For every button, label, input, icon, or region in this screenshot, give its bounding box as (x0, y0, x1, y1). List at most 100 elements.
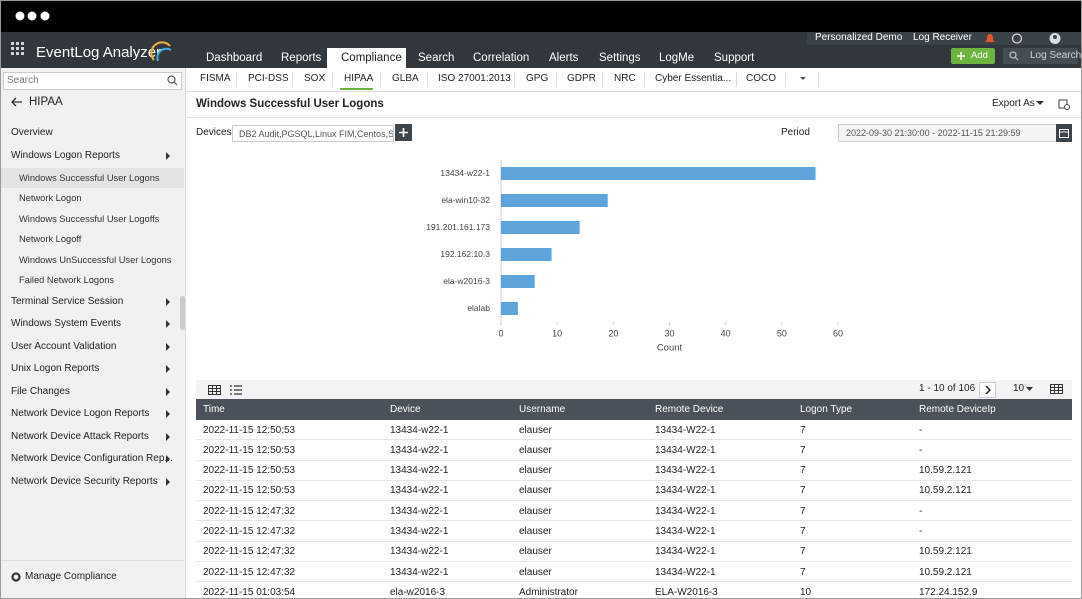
sidebar-title: HIPAA (29, 96, 63, 108)
table-cell: 13434-W22-1 (655, 526, 716, 537)
compliance-tab[interactable]: NRC (614, 73, 636, 84)
table-cell: elauser (519, 546, 552, 558)
next-page-button[interactable] (979, 382, 996, 398)
column-header[interactable]: Time (203, 403, 225, 415)
compliance-tab[interactable]: GLBA (392, 73, 419, 84)
add-button[interactable]: Add (951, 48, 995, 64)
gear-icon-part (11, 572, 21, 582)
table-cell: - (919, 424, 923, 436)
search-icon-part (167, 75, 176, 84)
menu-item[interactable]: Network Device Security Reports (11, 475, 158, 487)
table-cell: 13434-w22-1 (390, 566, 449, 578)
menu-item[interactable]: File Changes (11, 385, 70, 397)
compliance-tab[interactable]: ISO 27001:2013 (438, 73, 511, 84)
calendar-button[interactable] (1056, 124, 1072, 142)
nav-tab[interactable]: Reports (281, 52, 322, 64)
nav-tab[interactable]: LogMe (659, 52, 695, 64)
apps-icon[interactable] (11, 42, 25, 56)
nav-tab[interactable]: Correlation (473, 52, 530, 64)
column-header[interactable]: Username (519, 403, 566, 415)
submenu-item[interactable]: Windows UnSuccessful User Logons (19, 254, 172, 265)
nav-tab[interactable]: Compliance (341, 52, 402, 64)
gear-icon[interactable] (11, 572, 21, 582)
user-link[interactable]: Personalized Demo (815, 32, 903, 43)
column-chooser[interactable] (1050, 384, 1063, 395)
compliance-tab[interactable]: Cyber Essentia... (655, 73, 732, 84)
submenu-item[interactable]: Failed Network Logons (19, 275, 115, 285)
table-cell: - (919, 444, 923, 456)
export-button[interactable]: Export As (992, 98, 1035, 109)
submenu-item[interactable]: Windows Successful User Logoffs (19, 213, 160, 224)
tab-more[interactable] (798, 75, 808, 83)
back-arrow[interactable] (11, 97, 23, 107)
list-view-button[interactable] (230, 385, 242, 395)
nav-tab[interactable]: Support (714, 52, 755, 64)
column-header[interactable]: Remote Device (655, 403, 724, 415)
menu-item[interactable]: Overview (11, 127, 53, 138)
table-row (196, 562, 1072, 583)
help-icon[interactable] (1012, 33, 1024, 44)
column-header[interactable]: Remote DeviceIp (919, 403, 996, 415)
sidebar-footer-line (0, 560, 184, 561)
table-cell: 13434-W22-1 (655, 485, 716, 497)
menu-item[interactable]: Windows System Events (11, 318, 122, 330)
list-view-button-part (230, 385, 242, 395)
user-icon[interactable] (1048, 32, 1062, 45)
menu-item[interactable]: Network Device Attack Reports (11, 430, 149, 442)
nav-tab[interactable]: Search (418, 52, 455, 64)
logo-arc-part (150, 41, 171, 61)
compliance-tab[interactable]: SOX (304, 73, 326, 84)
compliance-tab[interactable]: GDPR (567, 73, 596, 84)
devices-field[interactable]: DB2 Audit,PGSQL,Linux FIM,Centos,S... (232, 125, 394, 142)
table-cell: - (919, 505, 923, 517)
table-cell: elauser (519, 505, 552, 517)
compliance-tab[interactable]: FISMA (200, 73, 231, 84)
y-tick-label: ela-win10-32 (441, 195, 490, 205)
x-tick-label: 10 (552, 328, 562, 338)
tab-separator (736, 72, 737, 87)
menu-item[interactable]: Windows Logon Reports (11, 149, 120, 161)
y-tick-label: 192.162.10.3 (440, 249, 490, 259)
grid-view-button[interactable] (208, 385, 221, 395)
menu-item[interactable]: User Account Validation (11, 340, 117, 352)
devices-add-button[interactable] (395, 124, 412, 141)
column-header[interactable]: Device (390, 403, 421, 415)
menu-arrow-part (166, 477, 170, 486)
submenu-item[interactable]: Network Logon (19, 193, 82, 204)
window-dot-part (15, 11, 25, 21)
menu-item[interactable]: Network Device Configuration Rep... (11, 453, 173, 465)
compliance-tab[interactable]: GPG (526, 73, 549, 84)
table-cell: elauser (519, 444, 552, 456)
tab-separator (644, 72, 645, 87)
submenu-item[interactable]: Network Logoff (19, 234, 82, 245)
user-link[interactable]: Log Receiver (913, 32, 972, 43)
compliance-tab[interactable]: HIPAA (344, 73, 374, 84)
period-field[interactable]: 2022-09-30 21:30:00 - 2022-11-15 21:29:5… (838, 124, 1058, 142)
menu-item[interactable]: Terminal Service Session (11, 295, 124, 307)
window-dot-part (40, 11, 50, 21)
tab-separator (236, 72, 237, 87)
devices-value: DB2 Audit,PGSQL,Linux FIM,Centos,S... (239, 128, 394, 139)
nav-tab[interactable]: Alerts (549, 52, 579, 64)
page-size[interactable]: 10 (1013, 383, 1025, 394)
column-header[interactable]: Logon Type (800, 403, 853, 415)
compliance-tab[interactable]: COCO (746, 73, 776, 84)
menu-item[interactable]: Network Device Logon Reports (11, 408, 150, 420)
log-search[interactable]: Log Search (1003, 48, 1081, 64)
search-icon-part (1009, 51, 1017, 59)
table-cell: 2022-11-15 01:03:54 (203, 586, 296, 598)
table-row (196, 481, 1072, 502)
table-cell: 7 (800, 465, 806, 477)
sidebar-search[interactable]: Search (3, 72, 182, 90)
nav-tab[interactable]: Dashboard (206, 52, 263, 64)
submenu-item[interactable]: Windows Successful User Logons (19, 173, 160, 183)
table-cell: 13434-W22-1 (655, 546, 716, 558)
sidebar-footer[interactable]: Manage Compliance (25, 571, 117, 582)
nav-tab[interactable]: Settings (599, 52, 641, 64)
table-header (196, 399, 1072, 420)
bell-icon[interactable] (984, 33, 996, 44)
schedule-icon[interactable] (1058, 98, 1070, 110)
tab-separator (556, 72, 557, 87)
menu-item[interactable]: Unix Logon Reports (11, 363, 100, 375)
compliance-tab[interactable]: PCI-DSS (248, 73, 289, 84)
